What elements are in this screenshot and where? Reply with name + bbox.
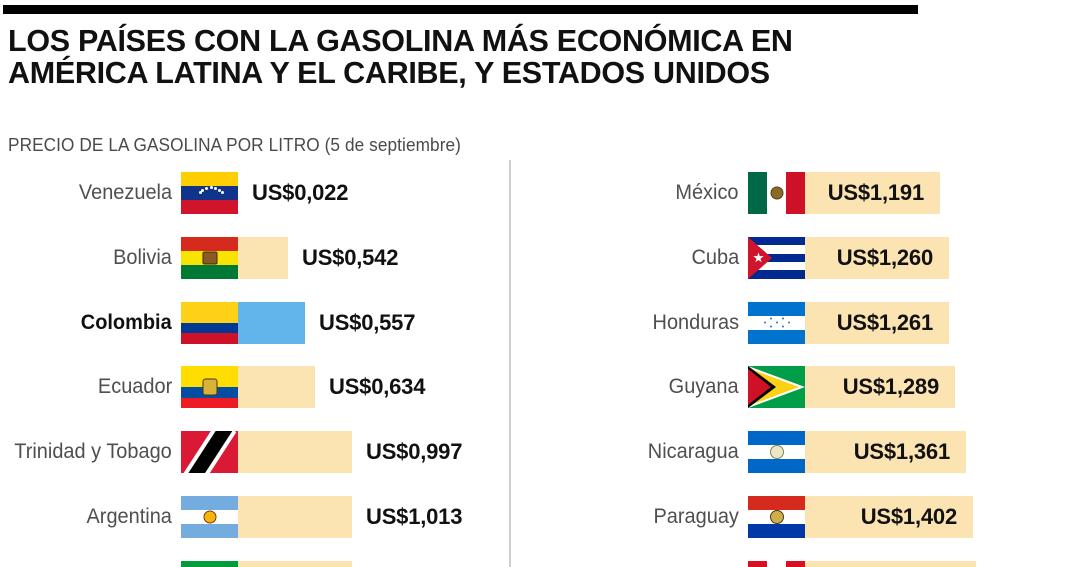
country-label: Venezuela <box>78 181 172 204</box>
value-label: US$1,260 <box>836 244 933 270</box>
table-row: México US$1,191 <box>0 172 1080 214</box>
table-row: Trinidad y Tobago US$0,997 <box>0 431 1080 474</box>
title-line-2: AMÉRICA LATINA Y EL CARIBE, Y ESTADOS UN… <box>8 55 770 90</box>
value-label: US$0,634 <box>329 374 426 400</box>
value-label: US$0,557 <box>319 309 416 335</box>
table-row: Bolivia US$0,542 <box>0 236 1080 279</box>
page-title: LOS PAÍSES CON LA GASOLINA MÁS ECONÓMICA… <box>8 24 948 90</box>
bolivia-flag <box>181 236 238 279</box>
title-line-1: LOS PAÍSES CON LA GASOLINA MÁS ECONÓMICA… <box>8 24 793 58</box>
column-divider <box>509 160 511 567</box>
country-label: Honduras <box>652 310 739 334</box>
table-row: Nicaragua US$1,361 <box>0 431 1080 474</box>
nicaragua-flag <box>748 431 805 474</box>
chart-subtitle: PRECIO DE LA GASOLINA POR LITRO (5 de se… <box>8 134 461 155</box>
value-label: US$1,402 <box>860 504 957 529</box>
guyana-flag <box>748 366 805 409</box>
colombia-flag <box>181 301 238 344</box>
value-bar <box>748 560 976 567</box>
table-row: Colombia US$0,557 <box>0 301 1080 344</box>
value-label: US$0,997 <box>366 439 463 465</box>
peru-flag <box>748 560 805 567</box>
venezuela-flag <box>181 172 238 214</box>
country-label: Colombia <box>81 310 172 334</box>
value-label: US$1,191 <box>827 180 924 205</box>
ecuador-flag <box>181 366 238 409</box>
table-row: Honduras US$1,261 <box>0 301 1080 344</box>
value-label: US$1,424 <box>864 561 960 567</box>
country-label: Nicaragua <box>648 440 739 464</box>
table-row: Perú US$1,424 <box>0 560 1080 567</box>
argentina-flag <box>181 496 238 538</box>
country-label: Argentina <box>86 505 172 528</box>
value-bar <box>181 560 352 567</box>
country-label: Cuba <box>691 245 739 269</box>
value-label: US$1,361 <box>853 439 950 465</box>
country-label: Bolivia <box>113 245 172 269</box>
value-label: US$0,542 <box>302 244 399 270</box>
table-row: Ecuador US$0,634 <box>0 366 1080 409</box>
value-label: US$1,013 <box>366 504 463 529</box>
mexico-flag <box>748 172 805 214</box>
country-label: México <box>675 181 739 204</box>
cuba-flag <box>748 236 805 279</box>
country-label: Trinidad y Tobago <box>14 440 172 464</box>
country-label: Guyana <box>669 375 739 399</box>
table-row: Cuba US$1,260 <box>0 236 1080 279</box>
value-label: US$1,289 <box>842 374 939 400</box>
country-label: Ecuador <box>97 375 172 399</box>
top-rule <box>3 5 918 14</box>
paraguay-flag <box>748 496 805 538</box>
value-label: US$1,261 <box>836 309 933 335</box>
table-row: Guyana US$1,289 <box>0 366 1080 409</box>
value-label: US$0,022 <box>252 180 349 205</box>
table-row: Venezuela US$0,022 <box>0 172 1080 214</box>
table-row: Argentina US$1,013 <box>0 496 1080 538</box>
honduras-flag <box>748 301 805 344</box>
country-label: Perú <box>697 561 739 567</box>
trinidad-y-tobago-flag <box>181 431 238 474</box>
table-row: Paraguay US$1,402 <box>0 496 1080 538</box>
country-label: Paraguay <box>653 505 739 528</box>
